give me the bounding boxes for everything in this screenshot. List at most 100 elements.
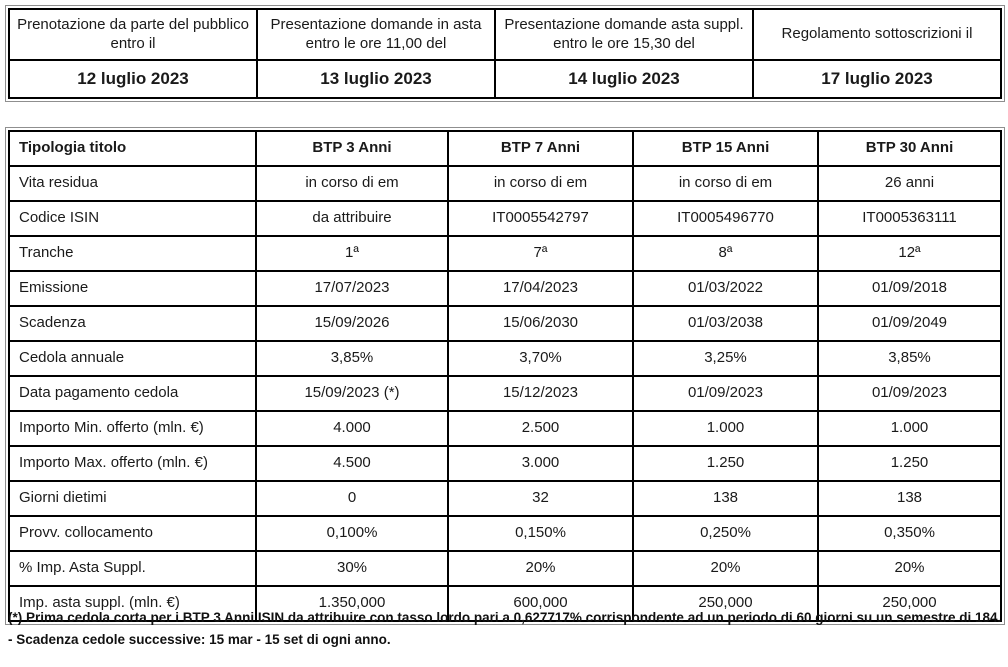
cell-value: 250,000 [817,585,1002,622]
cell-value: 250,000 [632,585,819,622]
cell-value: 32 [447,480,634,517]
cell-value: 600,000 [447,585,634,622]
row-label: Tranche [8,235,257,272]
header-tipologia-titolo: Tipologia titolo [8,130,257,167]
cell-value: 138 [632,480,819,517]
cell-value: 1ª [255,235,449,272]
schedule-label-regolamento: Regolamento sottoscrizioni il [752,8,1002,61]
cell-value: 20% [632,550,819,587]
cell-value: 15/12/2023 [447,375,634,412]
bond-table-header-row: Tipologia titolo BTP 3 Anni BTP 7 Anni B… [8,130,1002,167]
row-emissione: Emissione 17/07/2023 17/04/2023 01/03/20… [8,270,1002,307]
cell-value: 0 [255,480,449,517]
cell-value: 01/03/2022 [632,270,819,307]
cell-value: in corso di em [447,165,634,202]
cell-value: 1.250 [632,445,819,482]
cell-value: IT0005363111 [817,200,1002,237]
cell-value: 15/06/2030 [447,305,634,342]
footnote-scadenza-cedole: - Scadenza cedole successive: 15 mar - 1… [8,631,391,647]
cell-value: 3.000 [447,445,634,482]
cell-value: 1.000 [632,410,819,447]
schedule-label-prenotazione: Prenotazione da parte del pubblico entro… [8,8,258,61]
row-label: Scadenza [8,305,257,342]
cell-value: in corso di em [632,165,819,202]
row-data-pagamento-cedola: Data pagamento cedola 15/09/2023 (*) 15/… [8,375,1002,412]
row-label: Data pagamento cedola [8,375,257,412]
cell-value: 20% [817,550,1002,587]
schedule-date-prenotazione: 12 luglio 2023 [8,59,258,99]
cell-value: da attribuire [255,200,449,237]
cell-value: 17/04/2023 [447,270,634,307]
row-label: Giorni dietimi [8,480,257,517]
cell-value: 4.500 [255,445,449,482]
cell-value: IT0005496770 [632,200,819,237]
row-label: Cedola annuale [8,340,257,377]
cell-value: in corso di em [255,165,449,202]
cell-value: 12ª [817,235,1002,272]
cell-value: 01/03/2038 [632,305,819,342]
cell-value: 8ª [632,235,819,272]
cell-value: 4.000 [255,410,449,447]
row-vita-residua: Vita residua in corso di em in corso di … [8,165,1002,202]
cell-value: 26 anni [817,165,1002,202]
row-label: % Imp. Asta Suppl. [8,550,257,587]
cell-value: 15/09/2023 (*) [255,375,449,412]
header-btp-15-anni: BTP 15 Anni [632,130,819,167]
row-cedola-annuale: Cedola annuale 3,85% 3,70% 3,25% 3,85% [8,340,1002,377]
row-giorni-dietimi: Giorni dietimi 0 32 138 138 [8,480,1002,517]
cell-value: 3,25% [632,340,819,377]
row-codice-isin: Codice ISIN da attribuire IT0005542797 I… [8,200,1002,237]
cell-value: 1.000 [817,410,1002,447]
cell-value: 01/09/2018 [817,270,1002,307]
footnotes: (*) Prima cedola corta per i BTP 3 Anni … [8,608,1002,651]
header-btp-30-anni: BTP 30 Anni [817,130,1002,167]
row-label: Vita residua [8,165,257,202]
footnote-prima-cedola: (*) Prima cedola corta per i BTP 3 Anni … [8,610,1002,625]
cell-value: 1.350,000 [255,585,449,622]
schedule-date-domande-asta: 13 luglio 2023 [256,59,496,99]
cell-value: 2.500 [447,410,634,447]
cell-value: 0,350% [817,515,1002,552]
schedule-date-asta-suppl: 14 luglio 2023 [494,59,754,99]
row-scadenza: Scadenza 15/09/2026 15/06/2030 01/03/203… [8,305,1002,342]
row-label: Imp. asta suppl. (mln. €) [8,585,257,622]
row-label: Emissione [8,270,257,307]
cell-value: 20% [447,550,634,587]
cell-value: 0,100% [255,515,449,552]
schedule-date-regolamento: 17 luglio 2023 [752,59,1002,99]
cell-value: 138 [817,480,1002,517]
cell-value: 0,250% [632,515,819,552]
cell-value: 1.250 [817,445,1002,482]
bond-details-table: Tipologia titolo BTP 3 Anni BTP 7 Anni B… [5,127,1005,625]
cell-value: 17/07/2023 [255,270,449,307]
row-provv-collocamento: Provv. collocamento 0,100% 0,150% 0,250%… [8,515,1002,552]
cell-value: 15/09/2026 [255,305,449,342]
cell-value: 3,85% [255,340,449,377]
header-btp-3-anni: BTP 3 Anni [255,130,449,167]
cell-value: 3,85% [817,340,1002,377]
schedule-label-row: Prenotazione da parte del pubblico entro… [8,8,1002,61]
row-label: Provv. collocamento [8,515,257,552]
cell-value: 01/09/2023 [632,375,819,412]
schedule-label-asta-suppl: Presentazione domande asta suppl. entro … [494,8,754,61]
row-label: Importo Min. offerto (mln. €) [8,410,257,447]
cell-value: 0,150% [447,515,634,552]
row-label: Importo Max. offerto (mln. €) [8,445,257,482]
cell-value: 7ª [447,235,634,272]
cell-value: 3,70% [447,340,634,377]
auction-schedule-table: Prenotazione da parte del pubblico entro… [5,5,1005,102]
header-btp-7-anni: BTP 7 Anni [447,130,634,167]
schedule-label-domande-asta: Presentazione domande in asta entro le o… [256,8,496,61]
schedule-date-row: 12 luglio 2023 13 luglio 2023 14 luglio … [8,59,1002,99]
row-label: Codice ISIN [8,200,257,237]
cell-value: 01/09/2023 [817,375,1002,412]
cell-value: 01/09/2049 [817,305,1002,342]
row-importo-min-offerto: Importo Min. offerto (mln. €) 4.000 2.50… [8,410,1002,447]
row-tranche: Tranche 1ª 7ª 8ª 12ª [8,235,1002,272]
row-perc-imp-asta-suppl: % Imp. Asta Suppl. 30% 20% 20% 20% [8,550,1002,587]
row-imp-asta-suppl: Imp. asta suppl. (mln. €) 1.350,000 600,… [8,585,1002,622]
cell-value: 30% [255,550,449,587]
row-importo-max-offerto: Importo Max. offerto (mln. €) 4.500 3.00… [8,445,1002,482]
cell-value: IT0005542797 [447,200,634,237]
